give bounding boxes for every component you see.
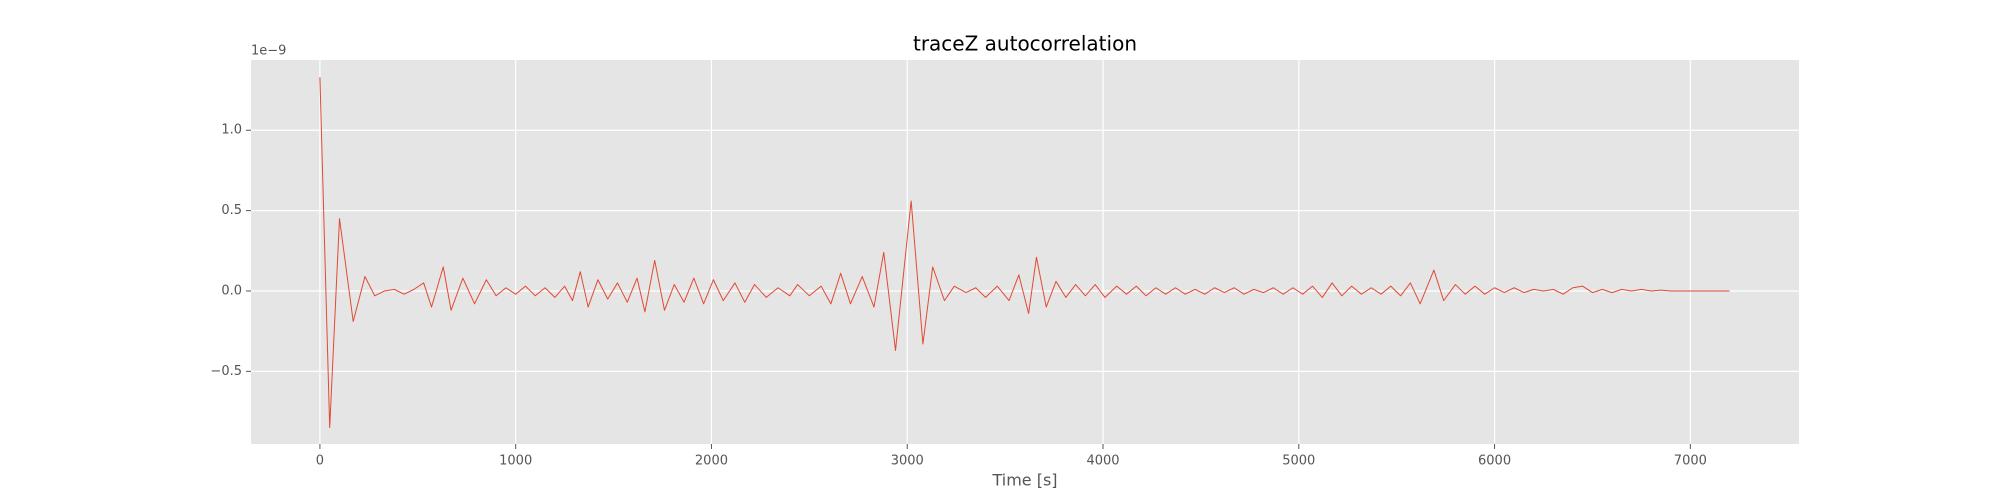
y-offset-label: 1e−9 bbox=[251, 44, 286, 59]
y-tick-label: 1.0 bbox=[221, 123, 242, 138]
x-tick-label: 1000 bbox=[499, 454, 532, 469]
plot-area bbox=[251, 60, 1799, 444]
x-tick-label: 3000 bbox=[891, 454, 924, 469]
y-tick-label: −0.5 bbox=[210, 364, 242, 379]
x-tick-label: 6000 bbox=[1478, 454, 1511, 469]
y-tick-label: 0.5 bbox=[221, 203, 242, 218]
chart-title: traceZ autocorrelation bbox=[913, 32, 1137, 56]
x-axis-label: Time [s] bbox=[991, 471, 1057, 490]
x-tick-label: 4000 bbox=[1086, 454, 1119, 469]
y-tick-label: 0.0 bbox=[221, 283, 242, 298]
data-line bbox=[319, 77, 1730, 429]
x-tick-label: 0 bbox=[316, 454, 324, 469]
x-tick-label: 7000 bbox=[1674, 454, 1707, 469]
x-tick-label: 2000 bbox=[695, 454, 728, 469]
x-tick-label: 5000 bbox=[1282, 454, 1315, 469]
